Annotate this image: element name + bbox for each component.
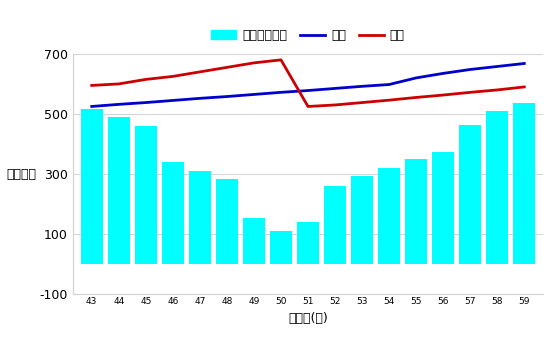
Bar [243, 218, 265, 264]
Bar [324, 186, 346, 264]
Bar [432, 151, 454, 264]
Bar [405, 159, 427, 264]
Bar [108, 117, 130, 264]
Bar [486, 111, 508, 264]
Bar [459, 125, 481, 264]
Legend: 金融資産残高, 収入, 支出: 金融資産残高, 収入, 支出 [206, 24, 410, 47]
X-axis label: 夫年齢(歳): 夫年齢(歳) [288, 312, 328, 325]
Bar [189, 171, 211, 264]
Bar [216, 179, 238, 264]
Bar [378, 168, 400, 264]
Bar [135, 126, 157, 264]
Bar [81, 109, 103, 264]
Y-axis label: （万円）: （万円） [6, 168, 36, 181]
Bar [270, 231, 292, 264]
Bar [162, 162, 184, 264]
Bar [513, 103, 535, 264]
Bar [351, 176, 373, 264]
Bar [297, 222, 319, 264]
